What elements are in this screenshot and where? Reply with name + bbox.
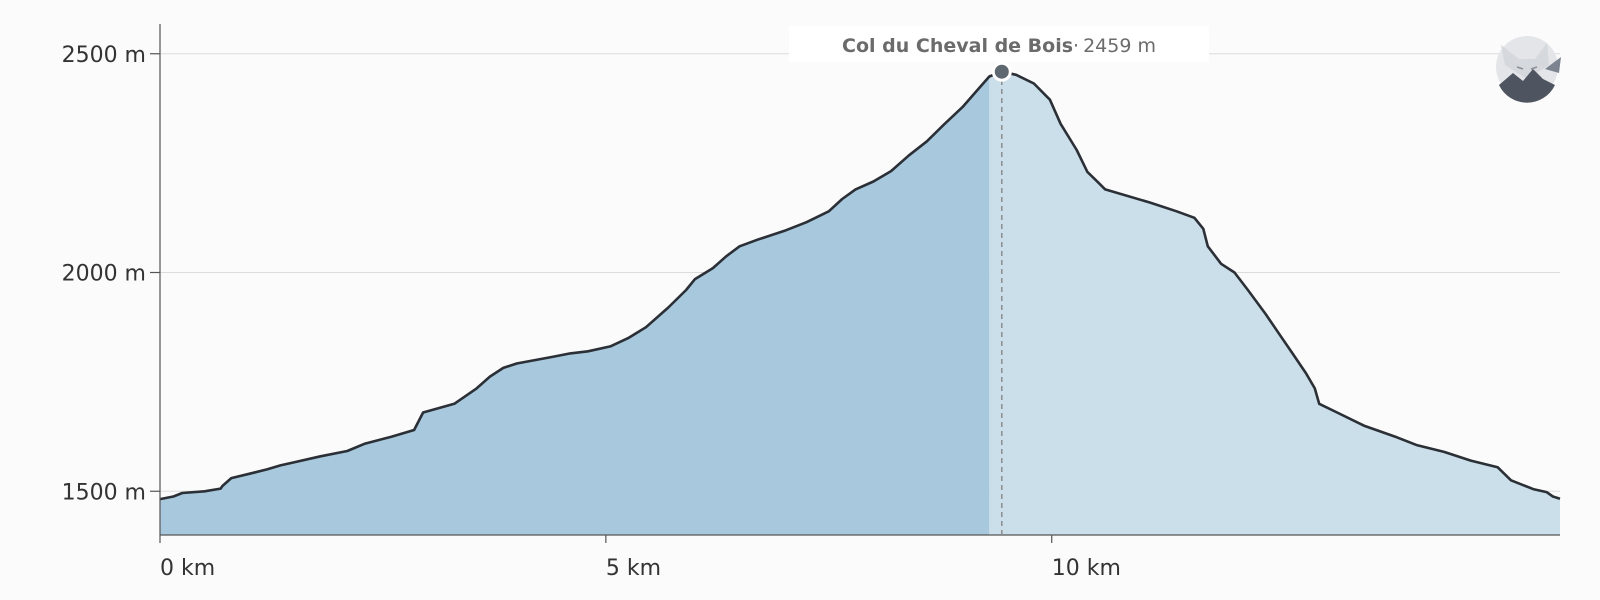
fox-eyes-icon [1516,66,1538,70]
mountain-icon [1499,69,1555,103]
y-tick-label: 1500 m [62,480,146,505]
tooltip-text: Col du Cheval de Bois· 2459 m [842,35,1156,57]
tooltip-box [789,26,1209,62]
tooltip-pass-name: Col du Cheval de Bois [842,35,1073,57]
x-axis-ticks: 0 km 5 km 10 km [159,535,1121,581]
y-axis-ticks: 1500 m 2000 m 2500 m [62,43,160,505]
area-fill-rest [989,71,1560,535]
fox-head-icon [1501,43,1549,79]
x-tick-label: 5 km [606,556,661,581]
y-tick-label: 2500 m [62,43,146,68]
summit-tooltip: Col du Cheval de Bois· 2459 m [789,26,1209,62]
summit-marker[interactable] [991,61,1012,82]
tooltip-separator: · [1073,35,1079,57]
x-tick-label: 0 km [160,556,215,581]
elevation-line [159,70,1561,501]
fox-tail-icon [1545,57,1561,73]
elevation-area [159,70,1561,535]
axes [159,24,1560,536]
fox-logo [1496,36,1561,103]
area-fill-highlight [160,76,990,535]
y-tick-label: 2000 m [62,262,146,287]
tooltip-elevation: 2459 m [1083,35,1156,57]
x-tick-label: 10 km [1052,556,1121,581]
